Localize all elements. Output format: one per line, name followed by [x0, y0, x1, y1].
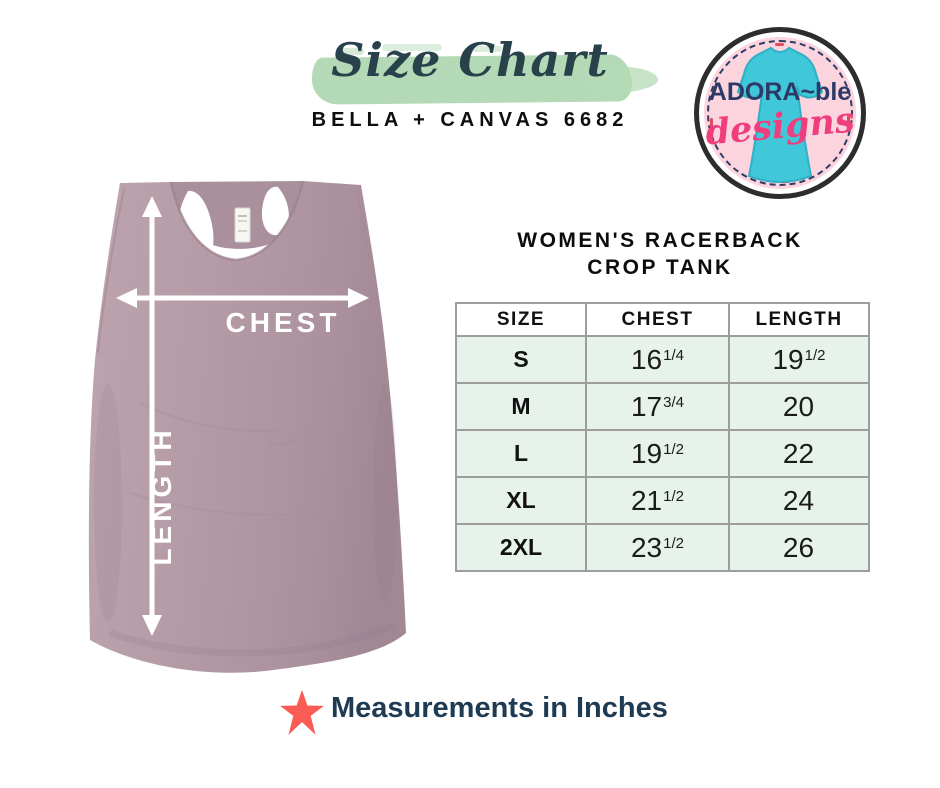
col-header-chest: CHEST	[585, 302, 730, 337]
tshirt-icon	[736, 46, 824, 183]
product-title-line1: WOMEN'S RACERBACK	[517, 229, 803, 252]
cell-chest: 191/2	[585, 429, 730, 478]
chest-label: CHEST	[226, 307, 341, 338]
fraction: 1/2	[663, 440, 684, 458]
cell-length: 22	[728, 429, 870, 478]
table-row: XL 211/2 24	[455, 476, 870, 525]
logo-brand-name: ADORA~ble	[708, 78, 852, 106]
measurement-note: Measurements in Inches	[331, 692, 668, 724]
logo-stitch-mark	[710, 118, 713, 127]
logo-stitch-mark	[847, 114, 850, 123]
cell-length: 26	[728, 523, 870, 572]
col-header-size: SIZE	[455, 302, 587, 337]
table-row: L 191/2 22	[455, 429, 870, 478]
cell-size: 2XL	[455, 523, 587, 572]
length-arrow	[142, 196, 162, 636]
table-row: M 173/4 20	[455, 382, 870, 431]
cell-length: 24	[728, 476, 870, 525]
wrinkle	[269, 412, 351, 446]
table-header-row: SIZE CHEST LENGTH	[455, 302, 870, 337]
tank-measurement-diagram: CHEST LENGTH	[88, 180, 407, 673]
page-title: Size Chart	[331, 33, 609, 87]
fraction: 1/2	[663, 534, 684, 552]
hem-shadow	[108, 621, 397, 657]
racerback-cutout-right	[261, 186, 289, 236]
chest-arrow	[116, 288, 369, 308]
table-row: 2XL 231/2 26	[455, 523, 870, 572]
product-title-line2: CROP TANK	[587, 256, 733, 279]
cell-chest: 211/2	[585, 476, 730, 525]
table-row: S 161/4 191/2	[455, 335, 870, 384]
fraction: 1/2	[663, 487, 684, 505]
brush-speck	[472, 46, 502, 52]
brush-speck	[382, 44, 442, 51]
cell-size: S	[455, 335, 587, 384]
cell-size: M	[455, 382, 587, 431]
fold-shadow	[373, 383, 397, 603]
cell-size: XL	[455, 476, 587, 525]
col-header-length: LENGTH	[728, 302, 870, 337]
size-table-container: SIZE CHEST LENGTH S 161/4 191/2 M 173/4 …	[455, 302, 870, 572]
cell-length: 191/2	[728, 335, 870, 384]
fraction: 1/2	[804, 346, 826, 364]
length-label: LENGTH	[146, 426, 177, 565]
fraction: 1/4	[663, 346, 684, 364]
armhole-seam-left	[97, 188, 125, 354]
product-title: WOMEN'S RACERBACK CROP TANK	[450, 227, 870, 281]
armhole-seam-right	[356, 190, 384, 360]
fold-shadow	[94, 383, 122, 623]
cell-chest: 173/4	[585, 382, 730, 431]
brand-logo: ADORA~ble designs	[694, 27, 866, 199]
cell-size: L	[455, 429, 587, 478]
size-table: SIZE CHEST LENGTH S 161/4 191/2 M 173/4 …	[455, 302, 870, 572]
fraction: 3/4	[663, 393, 684, 411]
logo-stitch-mark	[775, 43, 784, 46]
brush-speck	[336, 48, 364, 55]
star-icon	[280, 689, 324, 735]
neck-tag	[234, 207, 251, 243]
cell-chest: 161/4	[585, 335, 730, 384]
logo-dashed-ring	[707, 40, 853, 186]
tank-body	[88, 181, 407, 673]
neckline-seam	[169, 180, 305, 262]
product-model-subtitle: BELLA + CANVAS 6682	[311, 109, 629, 131]
cell-length: 20	[728, 382, 870, 431]
cell-chest: 231/2	[585, 523, 730, 572]
